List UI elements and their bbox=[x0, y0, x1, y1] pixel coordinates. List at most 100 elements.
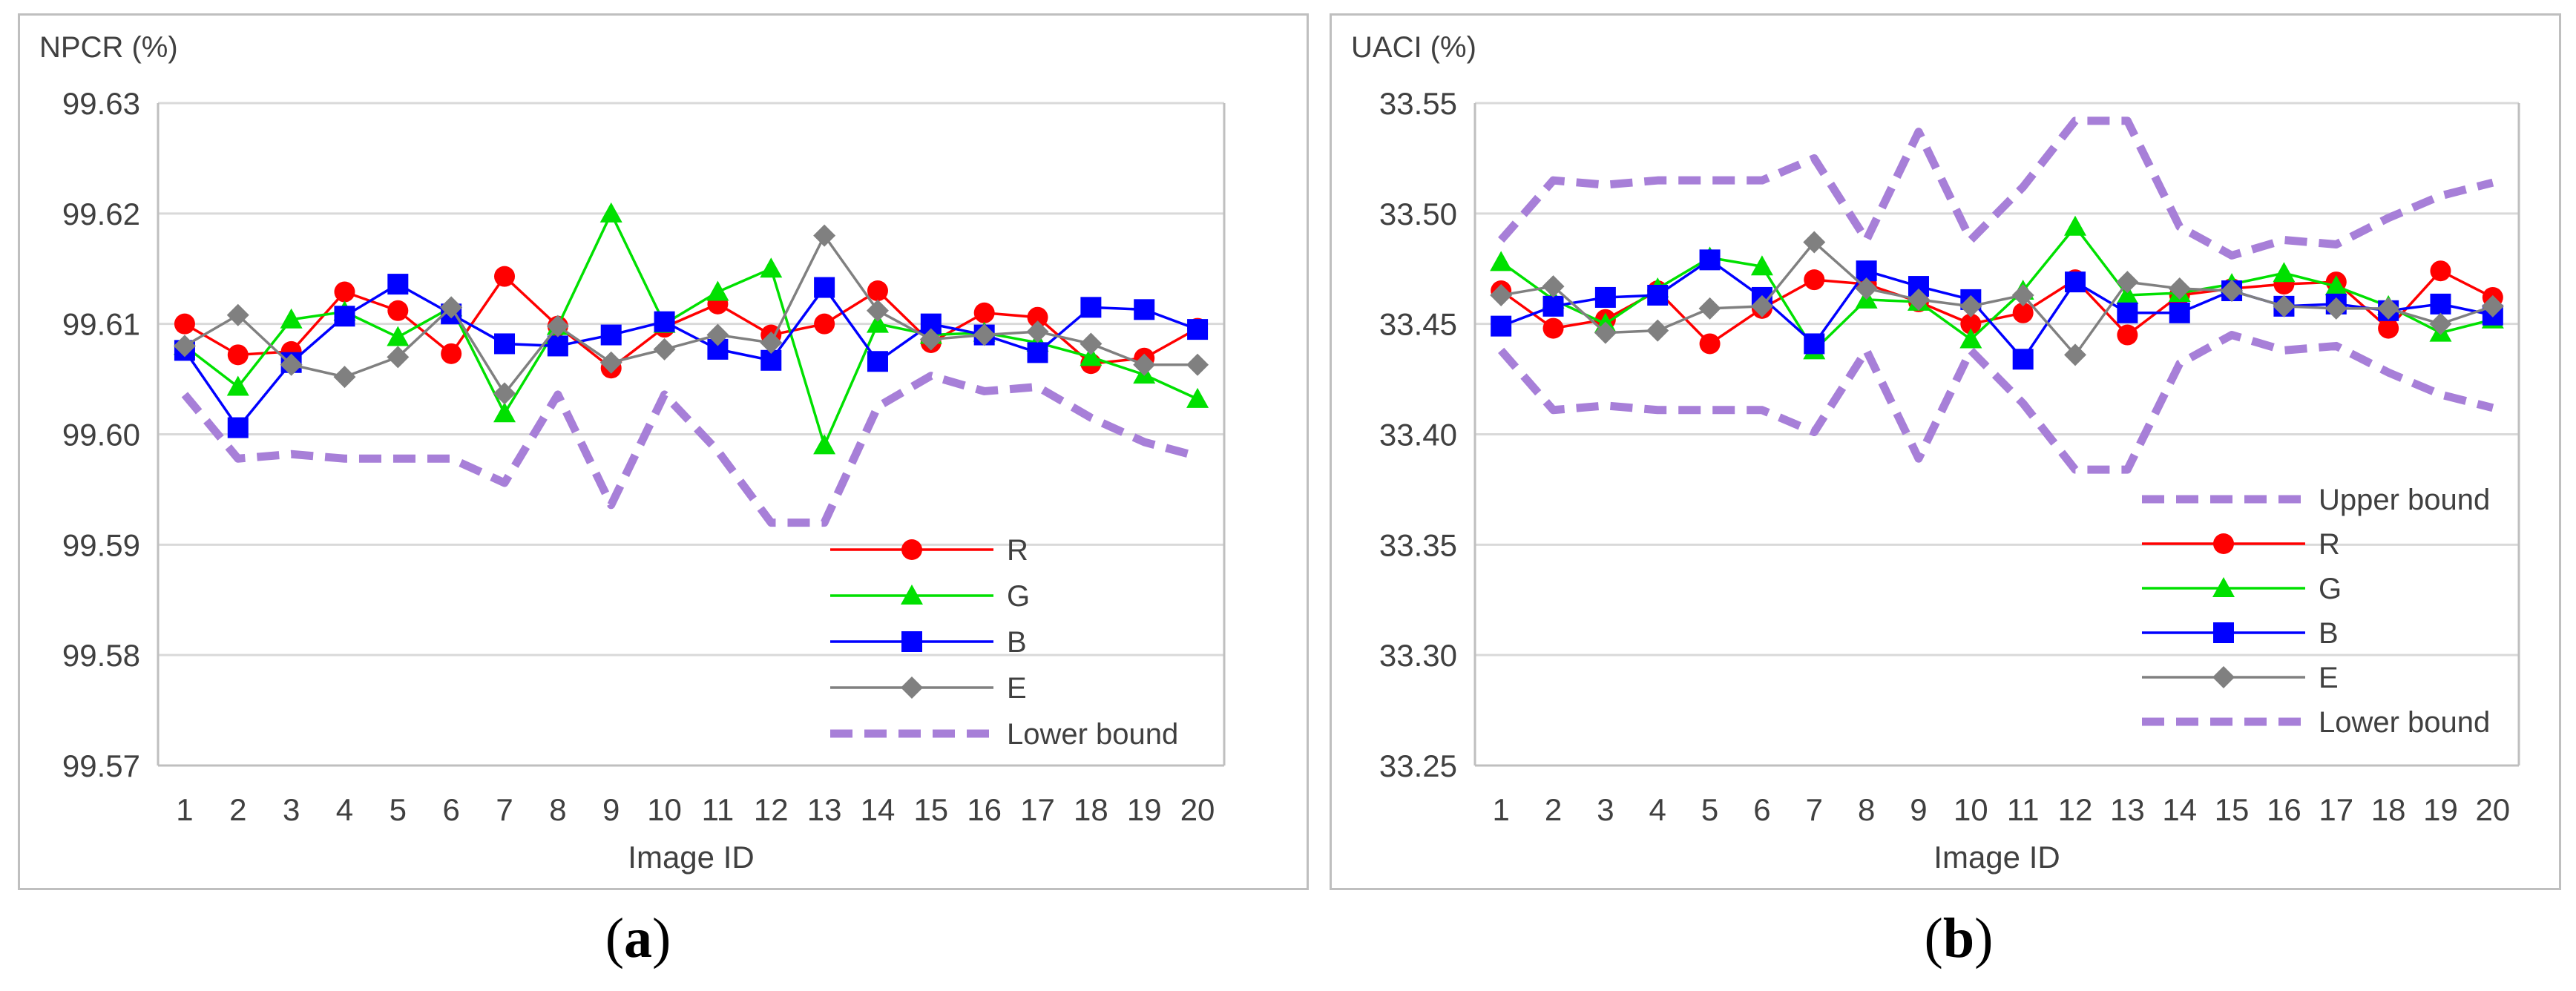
legend-label: Upper bound bbox=[2319, 484, 2490, 516]
data-point bbox=[1804, 333, 1825, 355]
legend-marker bbox=[2213, 622, 2234, 643]
series-line bbox=[181, 372, 1199, 527]
data-point bbox=[814, 277, 835, 298]
x-tick-label: 13 bbox=[807, 792, 842, 827]
npcr-chart: NPCR (%)99.5799.5899.5999.6099.6199.6299… bbox=[39, 31, 1226, 875]
legend-marker bbox=[2213, 533, 2234, 554]
data-point bbox=[1134, 299, 1155, 320]
data-point bbox=[174, 313, 195, 335]
data-point bbox=[1750, 294, 1773, 317]
data-point bbox=[1960, 313, 1982, 335]
legend-item: R bbox=[2142, 528, 2340, 561]
data-point bbox=[227, 344, 249, 366]
legend-label: R bbox=[1007, 534, 1028, 567]
data-point bbox=[1647, 284, 1669, 306]
y-tick-label: 99.59 bbox=[62, 527, 140, 562]
series-b bbox=[174, 274, 1209, 438]
data-point bbox=[173, 335, 196, 358]
caption-b: (b) bbox=[1924, 907, 1994, 969]
data-point bbox=[2430, 293, 2451, 315]
legend-label: G bbox=[2319, 573, 2342, 605]
data-point bbox=[2273, 294, 2296, 317]
data-point bbox=[1186, 353, 1209, 376]
series-e bbox=[173, 224, 1209, 405]
data-point bbox=[866, 312, 889, 333]
y-tick-label: 99.62 bbox=[62, 197, 140, 231]
x-tick-label: 15 bbox=[913, 792, 948, 827]
data-point bbox=[280, 308, 303, 329]
x-tick-label: 12 bbox=[754, 792, 789, 827]
x-tick-label: 1 bbox=[1492, 792, 1509, 827]
x-tick-label: 17 bbox=[2319, 792, 2353, 827]
x-tick-label: 19 bbox=[2423, 792, 2458, 827]
series-line bbox=[1498, 331, 2494, 474]
data-point bbox=[1855, 277, 1878, 300]
legend-label: G bbox=[1007, 580, 1030, 613]
series-lower-bound bbox=[1498, 331, 2494, 474]
x-tick-label: 17 bbox=[1020, 792, 1055, 827]
chart-title: NPCR (%) bbox=[39, 31, 178, 64]
legend-item: G bbox=[2142, 573, 2342, 605]
data-point bbox=[387, 346, 410, 369]
x-tick-label: 16 bbox=[967, 792, 1002, 827]
legend-label: E bbox=[1007, 672, 1027, 705]
data-point bbox=[1699, 333, 1721, 355]
y-tick-label: 33.30 bbox=[1379, 638, 1457, 673]
data-point bbox=[706, 323, 729, 346]
legend-item: Upper bound bbox=[2142, 484, 2490, 516]
x-tick-label: 8 bbox=[1858, 792, 1875, 827]
data-point bbox=[387, 300, 409, 321]
data-point bbox=[760, 257, 783, 278]
data-point bbox=[1080, 297, 1102, 318]
data-point bbox=[706, 280, 729, 301]
data-point bbox=[1959, 294, 1982, 317]
x-tick-label: 8 bbox=[549, 792, 566, 827]
data-point bbox=[973, 323, 996, 346]
x-tick-label: 3 bbox=[283, 792, 300, 827]
legend-item: Lower bound bbox=[830, 718, 1178, 751]
legend-marker bbox=[2212, 577, 2235, 597]
x-tick-label: 14 bbox=[2162, 792, 2197, 827]
x-tick-label: 11 bbox=[702, 792, 735, 827]
legend-label: R bbox=[2319, 528, 2340, 561]
data-point bbox=[2065, 271, 2086, 293]
data-point bbox=[1804, 269, 1825, 291]
legend-marker bbox=[901, 676, 923, 699]
x-tick-label: 6 bbox=[1753, 792, 1770, 827]
data-point bbox=[2324, 275, 2347, 296]
x-tick-label: 7 bbox=[496, 792, 513, 827]
x-tick-label: 9 bbox=[1910, 792, 1927, 827]
legend-item: B bbox=[2142, 617, 2339, 650]
data-point bbox=[546, 315, 569, 338]
data-point bbox=[2221, 280, 2244, 303]
y-tick-label: 33.55 bbox=[1379, 86, 1457, 121]
data-point bbox=[867, 280, 888, 302]
y-tick-label: 33.50 bbox=[1379, 197, 1457, 231]
data-point bbox=[1594, 321, 1617, 344]
x-tick-label: 11 bbox=[2007, 792, 2040, 827]
data-point bbox=[334, 281, 355, 303]
legend-marker bbox=[2212, 666, 2235, 688]
data-point bbox=[2169, 302, 2190, 323]
data-point bbox=[2481, 294, 2504, 317]
x-tick-label: 5 bbox=[1701, 792, 1718, 827]
legend-marker bbox=[901, 585, 923, 605]
x-axis-label: Image ID bbox=[628, 840, 754, 875]
data-point bbox=[334, 306, 355, 327]
chart-title: UACI (%) bbox=[1351, 31, 1476, 64]
series-r bbox=[174, 266, 1209, 379]
y-tick-label: 99.60 bbox=[62, 418, 140, 452]
data-point bbox=[1027, 342, 1048, 363]
data-point bbox=[494, 266, 516, 287]
data-point bbox=[2429, 312, 2452, 335]
data-point bbox=[1491, 315, 1512, 337]
chart-panel-b: UACI (%) 33.25 33.30 33.35 33.40 33.45 33.50 33… bbox=[1330, 13, 2561, 890]
legend-item: E bbox=[830, 672, 1027, 705]
data-point bbox=[387, 326, 410, 346]
y-tick-label: 33.35 bbox=[1379, 527, 1457, 562]
x-tick-label: 5 bbox=[390, 792, 407, 827]
x-tick-label: 7 bbox=[1806, 792, 1823, 827]
data-point bbox=[226, 375, 249, 396]
data-point bbox=[813, 434, 836, 455]
